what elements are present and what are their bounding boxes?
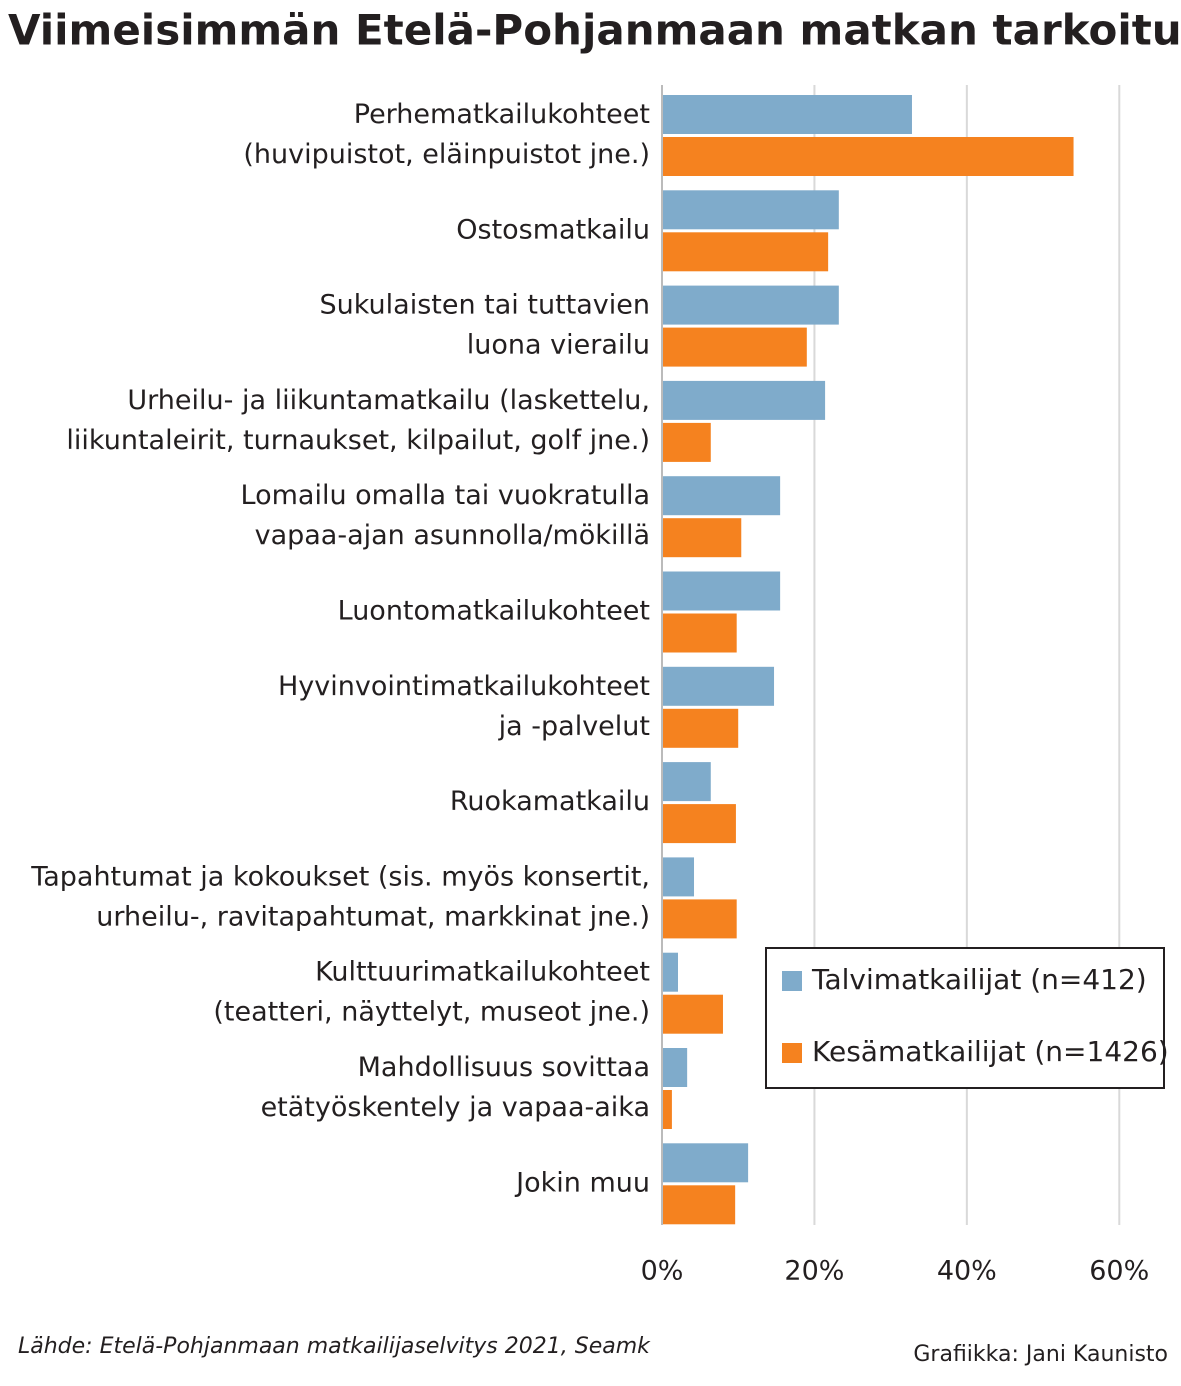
y-tick-label: etätyöskentely ja vapaa-aika [261,1092,650,1123]
bar [662,571,781,611]
bar [662,666,775,706]
y-tick-label: Kulttuurimatkailukohteet [315,957,650,988]
bar [662,708,739,748]
x-tick-label: 60% [1089,1256,1149,1287]
credit: Grafiikka: Jani Kaunisto [913,1342,1168,1367]
bar [662,327,807,367]
bar [662,190,839,230]
x-tick-label: 40% [937,1256,997,1287]
bar [662,1185,736,1225]
legend-label: Talvimatkailijat (n=412) [811,963,1147,996]
y-tick-label: Urheilu- ja liikuntamatkailu (laskettelu… [127,385,650,416]
y-tick-label: urheilu-, ravitapahtumat, markkinat jne.… [96,901,650,932]
legend-label: Kesämatkailijat (n=1426) [812,1035,1169,1068]
legend-swatch [782,1043,802,1063]
y-tick-label: liikuntaleirit, turnaukset, kilpailut, g… [66,425,650,456]
y-tick-label: Hyvinvointimatkailukohteet [278,671,650,702]
bar [662,476,781,516]
y-tick-label: (huvipuistot, eläinpuistot jne.) [243,139,650,170]
y-tick-label: (teatteri, näyttelyt, museot jne.) [213,997,650,1028]
bar [662,518,742,558]
bar [662,1090,672,1129]
bar [662,95,912,134]
bar [662,1143,749,1183]
bar [662,899,737,939]
bar [662,762,711,802]
x-tick-label: 20% [784,1256,844,1287]
bar [662,1048,688,1087]
bar [662,380,826,420]
y-tick-label: Perhematkailukohteet [354,99,650,130]
bar [662,422,711,462]
y-tick-label: Tapahtumat ja kokoukset (sis. myös konse… [30,861,650,892]
y-tick-label: Lomailu omalla tai vuokratulla [241,480,650,511]
bar [662,232,829,272]
legend-swatch [782,971,802,991]
bar [662,857,695,897]
bar [662,613,737,653]
chart-title: Viimeisimmän Etelä-Pohjanmaan matkan tar… [8,6,1181,55]
legend-box [765,947,1165,1089]
y-tick-label: vapaa-ajan asunnolla/mökillä [255,520,650,551]
y-tick-label: Ostosmatkailu [456,214,650,245]
y-tick-label: luona vierailu [467,330,650,361]
x-tick-label: 0% [641,1256,684,1287]
y-tick-label: Jokin muu [514,1167,650,1198]
y-tick-label: ja -palvelut [498,711,650,742]
y-tick-label: Luontomatkailukohteet [338,596,650,627]
bar [662,137,1074,176]
y-tick-label: Ruokamatkailu [450,786,650,817]
bar [662,804,736,844]
bar [662,994,723,1034]
y-tick-label: Mahdollisuus sovittaa [358,1052,650,1083]
source: Lähde: Etelä-Pohjanmaan matkailijaselvit… [18,1334,651,1359]
bar [662,285,839,325]
y-tick-label: Sukulaisten tai tuttavien [319,290,650,321]
bar [662,952,679,992]
